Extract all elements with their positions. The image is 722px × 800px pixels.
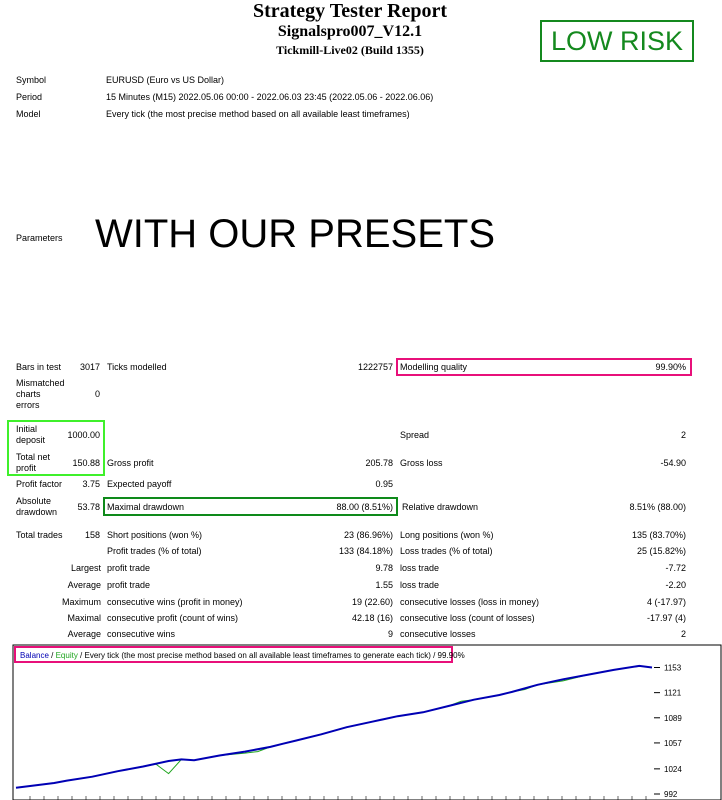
deposit-label-1: Initial xyxy=(16,424,38,434)
balance-line xyxy=(15,664,653,789)
quality-value: 99.90% xyxy=(655,362,686,372)
mismatch-label-1: Mismatched xyxy=(16,378,65,388)
maxdd-highlight xyxy=(103,497,398,516)
legend-balance: Balance xyxy=(20,651,49,660)
long-label: Long positions (won %) xyxy=(400,530,494,540)
gross-loss-label: Gross loss xyxy=(400,458,443,468)
absdd-label-2: drawdown xyxy=(16,507,58,517)
presets-note: WITH OUR PRESETS xyxy=(95,212,496,256)
largest-loss-value: -7.72 xyxy=(665,563,686,573)
y-tick-label: 1089 xyxy=(664,714,682,723)
chart-legend: Balance / Equity / Every tick (the most … xyxy=(20,651,465,660)
absdd-label-1: Absolute xyxy=(16,496,52,506)
deposit-label-2: deposit xyxy=(16,435,46,445)
avg-losses-label: consecutive losses xyxy=(400,629,476,639)
gross-loss-value: -54.90 xyxy=(660,458,686,468)
spread-value: 2 xyxy=(680,430,686,440)
maximum-label: Maximum xyxy=(61,597,101,607)
quality-label: Modelling quality xyxy=(400,362,468,372)
maximal-profit-value: 42.18 (16) xyxy=(351,613,393,623)
avg-label: Average xyxy=(67,629,101,639)
parameters-label: Parameters xyxy=(16,233,63,243)
netprofit-label-1: Total net xyxy=(16,452,51,462)
ticks-label: Ticks modelled xyxy=(107,362,167,372)
maximal-profit-label: consecutive profit (count of wins) xyxy=(107,613,239,623)
max-wins-value: 19 (22.60) xyxy=(351,597,393,607)
report-title: Strategy Tester Report xyxy=(252,0,448,22)
largest-label: Largest xyxy=(70,563,101,573)
pf-value: 3.75 xyxy=(82,479,100,489)
spread-label: Spread xyxy=(400,430,430,440)
model-value: Every tick (the most precise method base… xyxy=(106,109,410,119)
y-tick-label: 1057 xyxy=(664,739,682,748)
balance-equity-chart: Balance / Equity / Every tick (the most … xyxy=(12,644,722,800)
largest-loss-label: loss trade xyxy=(400,563,440,573)
y-axis: 1153 1121 1089 1057 1024 992 xyxy=(654,664,682,799)
max-losses-label: consecutive losses (loss in money) xyxy=(400,597,540,607)
ea-name: Signalspro007_V12.1 xyxy=(277,23,423,40)
symbol-label: Symbol xyxy=(16,75,47,85)
netprofit-label-2: profit xyxy=(16,463,37,473)
ltrades-label: Loss trades (% of total) xyxy=(400,546,493,556)
symbol-value: EURUSD (Euro vs US Dollar) xyxy=(106,75,225,85)
deposit-profit-highlight xyxy=(7,420,105,476)
y-tick-label: 992 xyxy=(664,790,678,799)
legend-sep: / xyxy=(49,651,56,660)
trades-value: 158 xyxy=(84,530,100,540)
chart-grid xyxy=(29,796,647,800)
maximal-label: Maximal xyxy=(67,613,101,623)
gross-profit-value: 205.78 xyxy=(365,458,393,468)
short-label: Short positions (won %) xyxy=(107,530,203,540)
average-loss-value: -2.20 xyxy=(665,580,686,590)
average-profit-label: profit trade xyxy=(107,580,151,590)
mismatch-label-2: charts xyxy=(16,389,41,399)
largest-profit-value: 9.78 xyxy=(375,563,393,573)
ptrades-value: 133 (84.18%) xyxy=(338,546,393,556)
ptrades-label: Profit trades (% of total) xyxy=(107,546,202,556)
ltrades-value: 25 (15.82%) xyxy=(636,546,686,556)
absdd-value: 53.78 xyxy=(77,502,100,512)
reldd-value: 8.51% (88.00) xyxy=(629,502,686,512)
largest-profit-label: profit trade xyxy=(107,563,151,573)
deposit-value: 1000.00 xyxy=(67,430,100,440)
quality-highlight xyxy=(396,358,692,376)
avg-wins-value: 9 xyxy=(387,629,393,639)
short-value: 23 (86.96%) xyxy=(343,530,393,540)
payoff-label: Expected payoff xyxy=(107,479,172,489)
y-tick-label: 1121 xyxy=(664,689,682,698)
avg-wins-label: consecutive wins xyxy=(107,629,176,639)
payoff-value: 0.95 xyxy=(375,479,393,489)
long-value: 135 (83.70%) xyxy=(631,530,686,540)
server-build: Tickmill-Live02 (Build 1355) xyxy=(276,43,424,57)
bars-label: Bars in test xyxy=(16,362,62,372)
netprofit-value: 150.88 xyxy=(72,458,100,468)
mismatch-value: 0 xyxy=(94,389,100,399)
average-loss-label: loss trade xyxy=(400,580,440,590)
mismatch-label-3: errors xyxy=(16,400,40,410)
avg-losses-value: 2 xyxy=(680,629,686,639)
maxdd-value: 88.00 (8.51%) xyxy=(336,502,393,512)
legend-rest: / Every tick (the most precise method ba… xyxy=(78,651,465,660)
average-label: Average xyxy=(67,580,101,590)
pf-label: Profit factor xyxy=(16,479,63,489)
legend-highlight xyxy=(14,646,453,663)
bars-value: 3017 xyxy=(79,362,100,372)
gross-profit-label: Gross profit xyxy=(107,458,154,468)
legend-equity: Equity xyxy=(56,651,78,660)
ticks-value: 1222757 xyxy=(357,362,393,372)
max-wins-label: consecutive wins (profit in money) xyxy=(107,597,243,607)
max-losses-value: 4 (-17.97) xyxy=(646,597,686,607)
average-profit-value: 1.55 xyxy=(375,580,393,590)
maximal-loss-label: consecutive loss (count of losses) xyxy=(400,613,535,623)
y-tick-label: 1153 xyxy=(664,664,682,673)
period-label: Period xyxy=(16,92,43,102)
y-tick-label: 1024 xyxy=(664,765,682,774)
reldd-label: Relative drawdown xyxy=(402,502,479,512)
maximal-loss-value: -17.97 (4) xyxy=(646,613,686,623)
period-value: 15 Minutes (M15) 2022.05.06 00:00 - 2022… xyxy=(106,92,434,102)
model-label: Model xyxy=(16,109,41,119)
low-risk-badge: LOW RISK xyxy=(540,20,694,62)
maxdd-label: Maximal drawdown xyxy=(107,502,185,512)
trades-label: Total trades xyxy=(16,530,63,540)
